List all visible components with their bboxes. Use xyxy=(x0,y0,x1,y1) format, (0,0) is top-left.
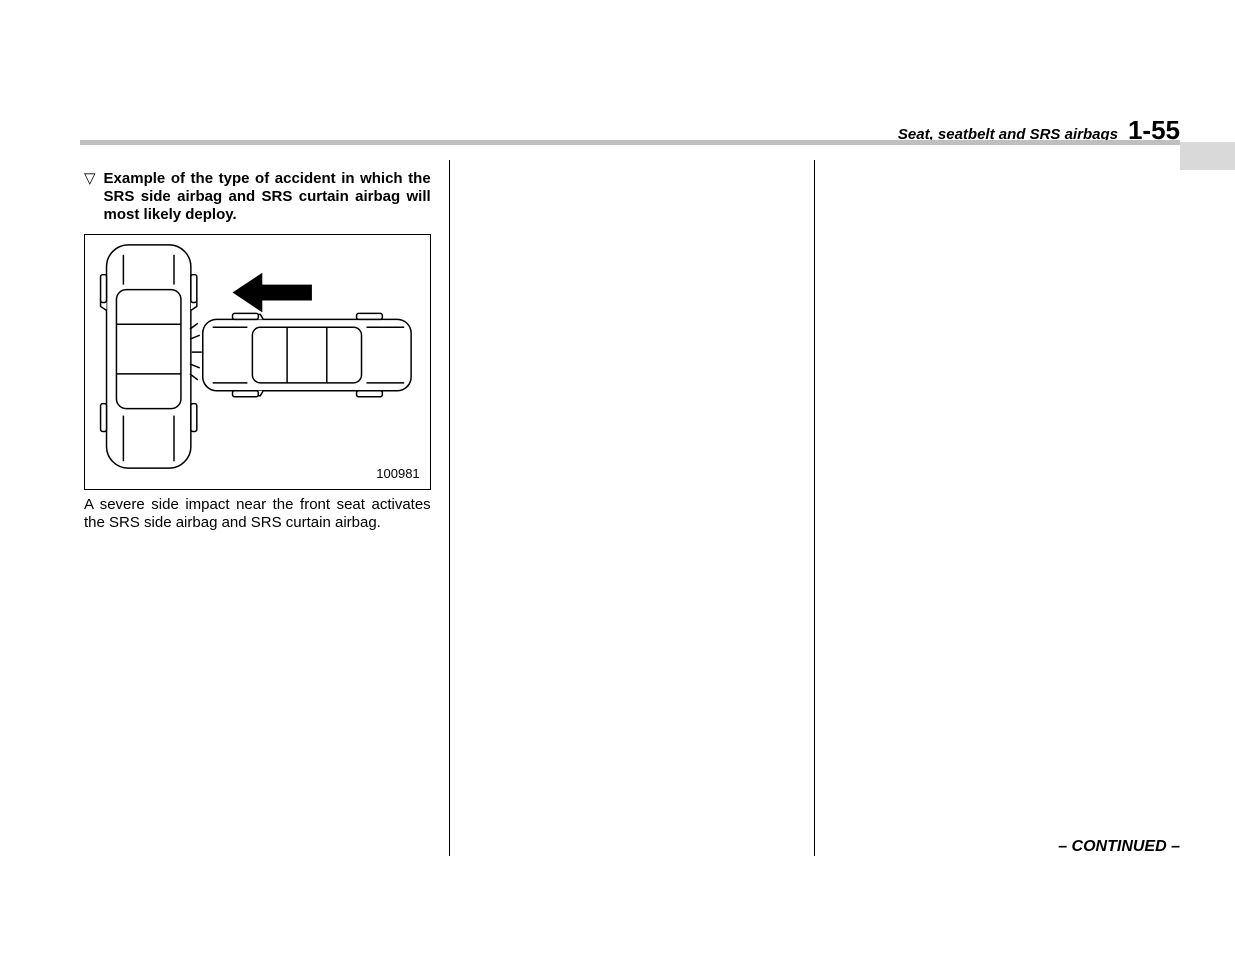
subheading-block: ▽ Example of the type of accident in whi… xyxy=(84,170,431,224)
column-3 xyxy=(815,160,1180,856)
column-1: ▽ Example of the type of accident in whi… xyxy=(80,160,450,856)
side-tab xyxy=(1180,142,1235,170)
subheading-text: Example of the type of accident in which… xyxy=(104,170,431,224)
content-area: ▽ Example of the type of accident in whi… xyxy=(80,160,1180,856)
footer-continued: – CONTINUED – xyxy=(1058,838,1180,856)
body-text: A severe side impact near the front seat… xyxy=(84,496,431,532)
column-2 xyxy=(450,160,816,856)
figure-frame: 100981 xyxy=(84,234,431,490)
triangle-marker-icon: ▽ xyxy=(84,170,96,224)
header-rule xyxy=(80,140,1180,145)
figure-number: 100981 xyxy=(376,466,419,481)
collision-diagram-icon xyxy=(85,235,430,489)
